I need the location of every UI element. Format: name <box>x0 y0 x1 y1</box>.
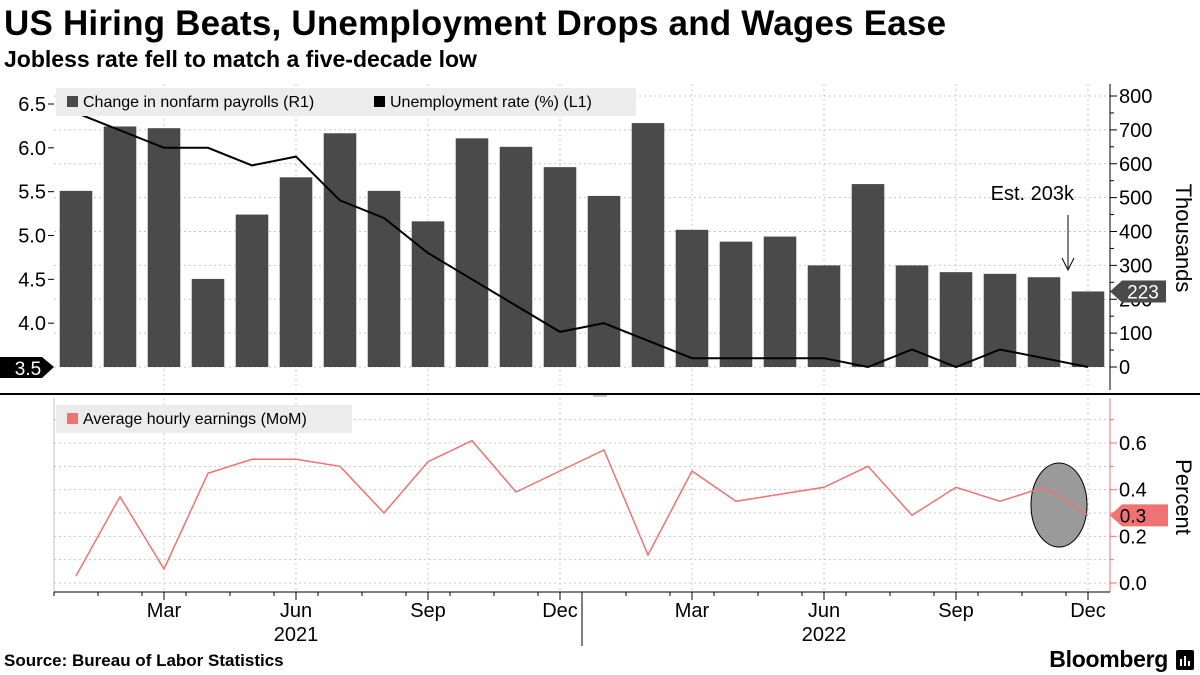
x-axis-month-label: Mar <box>147 600 182 622</box>
legend-label-earnings: Average hourly earnings (MoM) <box>83 411 307 428</box>
earnings-value-callout-label: 0.3 <box>1120 506 1146 527</box>
x-axis-month-label: Jun <box>280 600 312 622</box>
x-axis-month-label: Sep <box>938 600 974 622</box>
unemployment-rate-line <box>75 111 1089 369</box>
right-axis-label: Thousands <box>1171 184 1196 293</box>
highlight-circle <box>1030 462 1088 548</box>
legend-swatch-earnings <box>67 413 78 424</box>
left-value-callout <box>0 357 54 378</box>
payroll-bar <box>719 241 753 367</box>
payroll-bar <box>895 265 929 367</box>
brand-logo: Bloomberg <box>1049 646 1168 672</box>
earnings-axis-tick-label: 0.0 <box>1119 573 1147 595</box>
x-axis-month-label: Jun <box>808 600 840 622</box>
right-axis-tick-label: 600 <box>1119 154 1152 176</box>
top-legend-box <box>56 88 636 116</box>
payroll-bar <box>499 146 533 367</box>
left-value-callout-label: 3.5 <box>15 359 41 380</box>
right-value-callout-label: 223 <box>1127 282 1159 303</box>
bottom-legend-box <box>56 405 352 433</box>
right-axis-tick-label: 0 <box>1119 357 1130 379</box>
payroll-bar <box>367 190 401 367</box>
right-axis-tick-label: 300 <box>1119 255 1152 277</box>
left-axis-tick-label: 4.0 <box>18 313 46 335</box>
earnings-axis-label: Percent <box>1171 459 1196 535</box>
x-axis-month-label: Dec <box>542 600 578 622</box>
payroll-bar <box>103 126 137 367</box>
payroll-bar <box>587 195 621 367</box>
right-axis-tick-label: 500 <box>1119 188 1152 210</box>
right-axis-tick-label: 400 <box>1119 222 1152 244</box>
left-axis-tick-label: 5.5 <box>18 182 46 204</box>
x-axis-month-label: Dec <box>1070 600 1106 622</box>
earnings-axis-tick-label: 0.2 <box>1119 526 1147 548</box>
estimate-annotation: Est. 203k <box>991 183 1075 205</box>
payroll-bar <box>147 128 181 367</box>
x-axis-month-label: Mar <box>675 600 710 622</box>
payroll-bar <box>1071 291 1105 367</box>
payroll-bar <box>323 133 357 367</box>
left-axis-tick-label: 4.5 <box>18 269 46 291</box>
legend-label-unemployment: Unemployment rate (%) (L1) <box>390 94 592 111</box>
payroll-bar <box>631 123 665 367</box>
chart-subtitle: Jobless rate fell to match a five-decade… <box>4 46 477 72</box>
payroll-bar <box>1027 277 1061 367</box>
right-axis-tick-label: 800 <box>1119 86 1152 108</box>
x-axis-year-label: 2022 <box>802 624 847 646</box>
legend-swatch-unemployment <box>374 96 385 107</box>
left-axis-tick-label: 6.0 <box>18 138 46 160</box>
payroll-bar <box>763 236 797 367</box>
estimate-arrow-head <box>1061 257 1075 272</box>
payroll-bar <box>235 214 269 367</box>
right-axis-tick-label: 100 <box>1119 323 1152 345</box>
payroll-bar <box>191 278 225 367</box>
right-axis-tick-label: 700 <box>1119 120 1152 142</box>
x-axis: Mar Jun Sep Dec Mar Jun Sep Dec 2021 2022 <box>53 591 1110 646</box>
payrolls-panel: 4.04.55.05.56.06.53.50100200300400500600… <box>0 84 1196 390</box>
earnings-value-callout <box>1110 504 1168 527</box>
payroll-bar <box>807 265 841 367</box>
payroll-bar <box>59 190 93 367</box>
bloomberg-terminal-icon <box>1176 650 1194 670</box>
left-axis-tick-label: 6.5 <box>18 94 46 116</box>
legend-label-payrolls: Change in nonfarm payrolls (R1) <box>83 94 314 111</box>
source-note: Source: Bureau of Labor Statistics <box>4 651 284 670</box>
payroll-bar <box>543 167 577 367</box>
earnings-axis-tick-label: 0.6 <box>1119 433 1147 455</box>
earnings-panel: 0.0 0.2 0.4 0.6 Percent 0.3 Average hourly ear… <box>53 398 1196 595</box>
right-value-callout <box>1110 280 1166 303</box>
x-axis-month-label: Sep <box>410 600 446 622</box>
x-axis-year-label: 2021 <box>274 624 319 646</box>
earnings-axis-tick-label: 0.4 <box>1119 480 1147 502</box>
payroll-bar <box>851 184 885 367</box>
payroll-bar <box>279 177 313 367</box>
earnings-line <box>75 439 1089 577</box>
legend-swatch-payrolls <box>67 96 78 107</box>
payroll-bar <box>675 229 709 367</box>
left-axis-tick-label: 5.0 <box>18 226 46 248</box>
payroll-bar <box>455 138 489 367</box>
payroll-bar <box>939 272 973 367</box>
chart-title: US Hiring Beats, Unemployment Drops and … <box>4 4 947 43</box>
